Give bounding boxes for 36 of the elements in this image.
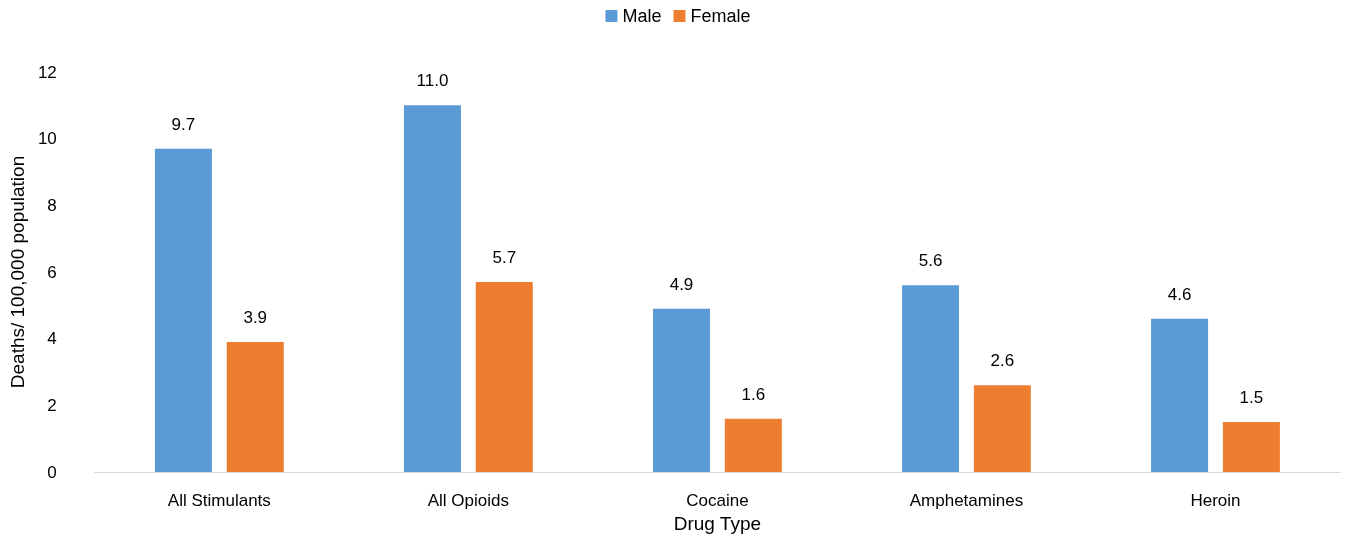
y-tick-label: 2 [47, 395, 57, 415]
data-label: 1.6 [741, 384, 766, 404]
y-tick-label: 10 [37, 129, 57, 149]
bar [226, 342, 284, 472]
data-label: 4.9 [669, 274, 694, 294]
bar [724, 418, 782, 472]
x-tick-label: Heroin [1190, 491, 1241, 510]
x-tick-label: All Stimulants [167, 491, 271, 510]
data-label: 11.0 [416, 71, 449, 91]
data-label: 5.7 [492, 248, 517, 267]
x-tick-label: Cocaine [686, 491, 749, 510]
data-label: 4.6 [1167, 284, 1192, 304]
y-tick-label: 0 [47, 462, 57, 482]
bar [403, 105, 461, 472]
data-label: 1.5 [1239, 388, 1264, 407]
y-tick-label: 8 [47, 195, 57, 215]
legend-label: Female [690, 6, 751, 26]
bar [652, 308, 710, 472]
x-axis-title: Drug Type [673, 513, 762, 534]
bar [475, 282, 533, 472]
data-label: 2.6 [990, 351, 1015, 371]
bar [154, 148, 212, 472]
bar [902, 285, 960, 472]
bar [1222, 422, 1280, 472]
y-tick-label: 6 [47, 262, 57, 282]
y-axis-title: Deaths/ 100,000 population [7, 155, 28, 389]
bar [973, 385, 1031, 472]
x-tick-label: All Opioids [427, 491, 509, 510]
y-tick-label: 4 [47, 329, 57, 349]
bar [1151, 318, 1209, 472]
y-tick-label: 12 [37, 62, 57, 82]
data-label: 9.7 [171, 114, 196, 134]
x-tick-label: Amphetamines [909, 491, 1024, 510]
data-label: 5.6 [918, 251, 943, 271]
data-label: 3.9 [243, 308, 268, 327]
legend-label: Male [622, 6, 662, 26]
